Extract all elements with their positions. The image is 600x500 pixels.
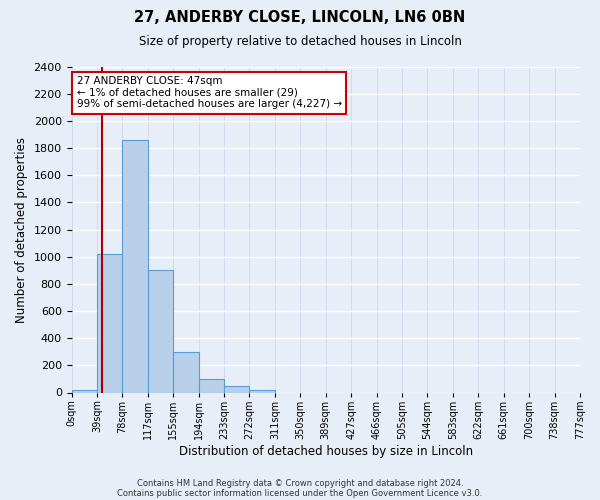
- Text: Contains public sector information licensed under the Open Government Licence v3: Contains public sector information licen…: [118, 488, 482, 498]
- Bar: [71, 390, 97, 392]
- Bar: [250, 390, 275, 392]
- Bar: [224, 386, 250, 392]
- Bar: [148, 270, 173, 392]
- Bar: [97, 254, 122, 392]
- Y-axis label: Number of detached properties: Number of detached properties: [15, 136, 28, 322]
- Text: 27, ANDERBY CLOSE, LINCOLN, LN6 0BN: 27, ANDERBY CLOSE, LINCOLN, LN6 0BN: [134, 10, 466, 25]
- Bar: [122, 140, 148, 392]
- Text: Size of property relative to detached houses in Lincoln: Size of property relative to detached ho…: [139, 35, 461, 48]
- Text: 27 ANDERBY CLOSE: 47sqm
← 1% of detached houses are smaller (29)
99% of semi-det: 27 ANDERBY CLOSE: 47sqm ← 1% of detached…: [77, 76, 342, 110]
- X-axis label: Distribution of detached houses by size in Lincoln: Distribution of detached houses by size …: [179, 444, 473, 458]
- Text: Contains HM Land Registry data © Crown copyright and database right 2024.: Contains HM Land Registry data © Crown c…: [137, 478, 463, 488]
- Bar: [199, 379, 224, 392]
- Bar: [173, 352, 199, 393]
